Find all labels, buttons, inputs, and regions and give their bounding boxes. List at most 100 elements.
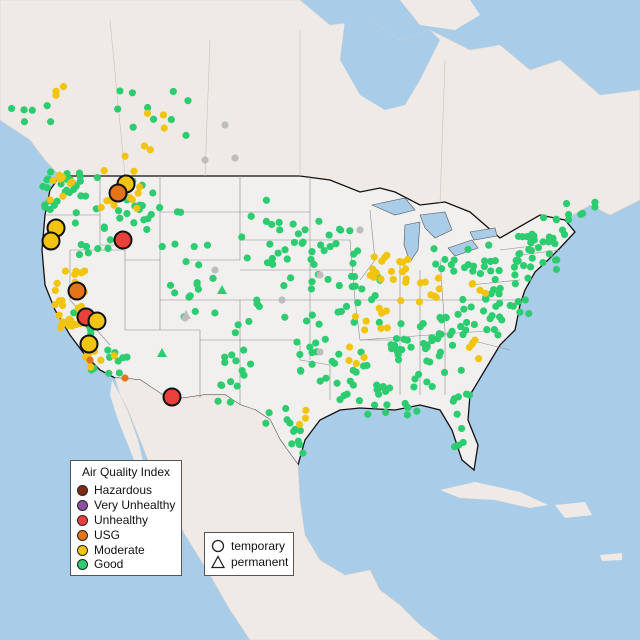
station-marker: [525, 310, 533, 318]
station-marker: [480, 263, 488, 271]
station-marker: [403, 336, 411, 344]
station-marker: [308, 278, 316, 286]
station-marker: [86, 356, 94, 364]
station-marker: [437, 330, 445, 338]
station-marker: [407, 343, 415, 351]
station-marker: [350, 318, 358, 326]
station-marker: [324, 275, 332, 284]
station-marker: [104, 244, 112, 253]
station-marker: [185, 293, 193, 301]
station-marker: [228, 351, 236, 359]
station-marker: [247, 212, 255, 220]
station-marker: [528, 230, 536, 238]
station-marker: [577, 210, 585, 219]
station-marker: [169, 87, 177, 96]
legend-label: Hazardous: [94, 483, 153, 497]
station-marker: [457, 366, 465, 374]
station-marker: [143, 225, 151, 234]
station-marker: [41, 203, 49, 211]
station-marker: [390, 341, 399, 350]
station-marker: [534, 244, 543, 252]
station-marker: [302, 317, 311, 325]
station-marker: [435, 285, 443, 293]
station-marker: [320, 246, 328, 255]
station-marker: [423, 378, 431, 386]
station-marker: [93, 173, 101, 182]
station-marker: [191, 307, 199, 316]
station-marker: [485, 241, 493, 249]
station-marker: [454, 441, 463, 449]
station-marker: [234, 321, 242, 329]
station-marker: [316, 271, 324, 279]
station-marker: [160, 124, 168, 132]
station-marker: [100, 224, 108, 233]
station-marker: [226, 398, 235, 406]
station-marker: [46, 118, 55, 126]
station-marker: [46, 168, 55, 176]
station-marker: [333, 379, 341, 387]
station-marker: [72, 267, 80, 275]
station-marker: [482, 295, 490, 303]
legend-label: USG: [94, 528, 121, 542]
station-marker: [55, 311, 63, 319]
station-marker: [240, 346, 248, 354]
station-marker: [415, 298, 423, 306]
station-marker: [308, 311, 316, 319]
station-marker: [378, 257, 386, 265]
station-marker: [521, 296, 529, 304]
station-marker: [201, 156, 209, 164]
station-marker: [385, 384, 394, 392]
station-marker: [480, 257, 489, 265]
station-marker: [350, 250, 358, 258]
station-marker: [140, 216, 148, 224]
station-marker: [464, 245, 472, 253]
station-marker: [371, 292, 379, 300]
station-marker: [552, 216, 561, 224]
hazardous-swatch-icon: [77, 484, 88, 496]
station-marker: [97, 356, 105, 364]
legend-item-hazardous: Hazardous: [77, 483, 152, 497]
station-marker: [217, 381, 225, 389]
station-marker: [146, 146, 154, 154]
station-marker: [562, 199, 571, 208]
station-marker: [553, 256, 561, 264]
station-marker: [487, 267, 495, 275]
station-marker: [354, 299, 362, 307]
station-marker: [335, 281, 343, 290]
station-marker: [457, 424, 466, 433]
triangle-icon: [211, 555, 225, 569]
station-marker: [449, 397, 457, 405]
station-marker: [262, 196, 271, 204]
station-marker: [511, 271, 519, 279]
station-marker: [527, 246, 535, 255]
station-marker: [255, 302, 263, 311]
station-marker: [529, 236, 537, 244]
station-marker: [382, 408, 390, 417]
station-marker: [468, 340, 476, 348]
station-marker: [293, 338, 301, 346]
station-marker: [423, 357, 431, 365]
station-marker: [496, 299, 504, 307]
station-marker: [290, 238, 298, 247]
station-marker: [268, 220, 276, 229]
station-marker: [121, 374, 129, 382]
station-marker: [262, 217, 270, 226]
station-marker: [441, 255, 449, 264]
station-marker: [61, 267, 70, 275]
station-marker: [373, 381, 381, 389]
station-marker: [462, 318, 471, 327]
station-marker: [360, 353, 368, 361]
station-marker: [462, 390, 471, 398]
station-marker: [299, 449, 307, 457]
station-marker: [528, 254, 536, 262]
station-marker: [253, 296, 261, 304]
station-marker: [356, 226, 364, 234]
station-marker: [306, 343, 314, 351]
station-marker: [283, 255, 291, 263]
station-marker: [129, 123, 137, 131]
station-marker: [335, 350, 343, 358]
station-marker: [460, 263, 469, 272]
station-marker: [194, 285, 202, 293]
legend-label: Very Unhealthy: [94, 498, 176, 512]
station-marker: [375, 390, 383, 398]
